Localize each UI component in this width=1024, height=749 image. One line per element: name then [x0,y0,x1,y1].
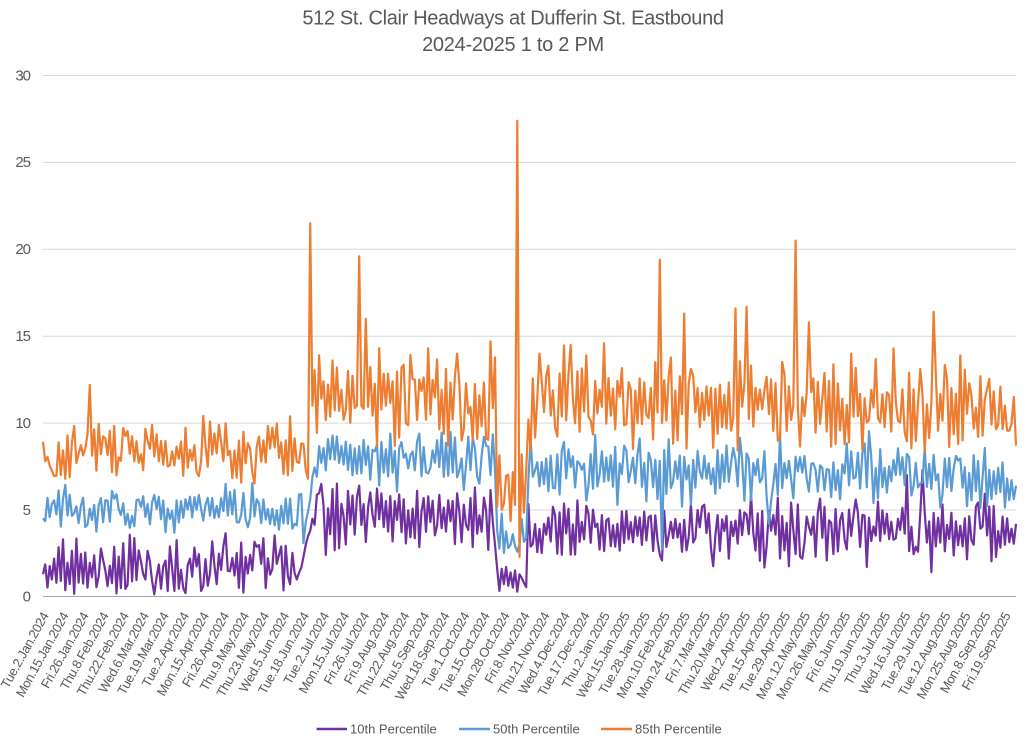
svg-text:30: 30 [15,67,30,84]
svg-text:512 St. Clair Headways at Duff: 512 St. Clair Headways at Dufferin St. E… [302,8,723,30]
svg-text:85th Percentile: 85th Percentile [635,722,722,737]
svg-text:0: 0 [23,589,31,606]
svg-text:2024-2025 1 to 2 PM: 2024-2025 1 to 2 PM [422,34,604,56]
svg-text:25: 25 [15,154,30,171]
svg-text:50th Percentile: 50th Percentile [493,722,580,737]
svg-text:20: 20 [15,241,30,258]
svg-text:10th Percentile: 10th Percentile [350,722,437,737]
svg-text:15: 15 [15,328,30,345]
svg-text:10: 10 [15,415,30,432]
svg-text:5: 5 [23,502,31,519]
